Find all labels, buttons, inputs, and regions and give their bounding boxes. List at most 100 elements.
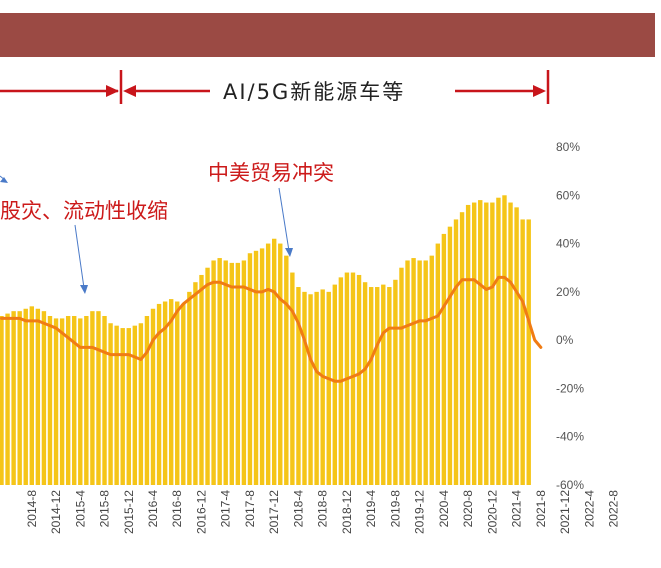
bar (302, 291, 307, 485)
bar (65, 316, 71, 485)
bar (405, 260, 410, 485)
bar (526, 219, 531, 485)
bar (308, 294, 313, 485)
bar (35, 308, 41, 485)
x-tick-label: 2015-12 (122, 490, 136, 534)
bar (253, 250, 259, 485)
bar-series (0, 195, 531, 486)
bar (205, 267, 210, 485)
bar (108, 323, 113, 485)
x-tick-label: 2018-4 (291, 490, 305, 528)
bar (478, 200, 483, 486)
period-arrows: AI/5G新能源车等 (0, 70, 550, 104)
bar (502, 195, 507, 486)
bar (381, 284, 386, 485)
y-tick-label: -20% (556, 381, 584, 395)
x-tick-label: 2021-8 (534, 490, 548, 528)
bar (132, 325, 138, 485)
bar (320, 289, 325, 485)
bar (375, 287, 380, 485)
bar (314, 291, 319, 485)
bar (399, 267, 404, 485)
y-tick-label: 60% (556, 188, 580, 202)
bar (326, 291, 331, 485)
bar (459, 212, 465, 485)
bar (78, 318, 83, 485)
x-tick-label: 2018-12 (340, 490, 354, 534)
bar (144, 316, 150, 485)
bar (350, 272, 356, 485)
bar (120, 328, 125, 485)
x-tick-label: 2019-4 (364, 490, 378, 528)
annotation-stock-crash: 股灾、流动性收缩 (0, 199, 168, 223)
annotation-arrows (0, 175, 293, 294)
bar (265, 243, 271, 485)
arrow-crash-edge-head (0, 177, 8, 183)
bar (96, 311, 101, 485)
x-axis: 2014-8 2014-12 2015-4 2015-8 2015-12 2016-4 20… (25, 490, 621, 534)
bar (229, 262, 234, 485)
bar (423, 260, 428, 485)
bar (41, 311, 47, 485)
bar (150, 308, 156, 485)
y-tick-label: 20% (556, 285, 580, 299)
bar (72, 316, 77, 485)
bar (259, 248, 265, 485)
bar (23, 308, 28, 485)
bar (175, 301, 180, 485)
bar (17, 311, 22, 485)
x-tick-label: 2014-12 (49, 490, 63, 534)
bar (387, 287, 392, 485)
bar (272, 238, 277, 485)
y-tick-label: -60% (556, 478, 584, 492)
x-tick-label: 2021-4 (510, 490, 524, 528)
bar (47, 316, 53, 485)
arrow-liquidity (74, 224, 85, 289)
header-band (0, 13, 655, 57)
bar (393, 279, 398, 485)
bar (181, 303, 186, 485)
bar (514, 207, 519, 486)
bar (11, 311, 16, 485)
arrow-liquidity-head (80, 285, 88, 294)
bar (114, 325, 119, 485)
bar (0, 316, 4, 485)
bar (162, 301, 168, 485)
y-tick-label: -40% (556, 430, 584, 444)
y-tick-label: 80% (556, 140, 580, 154)
arrow-head-end (533, 85, 546, 97)
x-tick-label: 2020-4 (437, 490, 451, 528)
bar (241, 260, 247, 485)
x-tick-label: 2015-4 (73, 490, 87, 528)
y-axis: 80% 60% 40% 20% 0% -20% -40% -60% (556, 140, 584, 492)
bar (235, 262, 241, 485)
arrow-head-left (123, 85, 136, 97)
x-tick-label: 2018-8 (316, 490, 330, 528)
x-tick-label: 2014-8 (25, 490, 39, 528)
bar (484, 202, 489, 485)
bar (156, 303, 162, 485)
x-tick-label: 2020-8 (461, 490, 475, 528)
arrow-trade-war (278, 187, 290, 252)
period-label: AI/5G新能源车等 (223, 80, 405, 104)
x-tick-label: 2016-8 (170, 490, 184, 528)
bar (29, 306, 34, 485)
bar (471, 202, 477, 485)
bar (102, 316, 107, 485)
x-tick-label: 2021-12 (558, 490, 572, 534)
y-tick-label: 0% (556, 333, 574, 347)
bar (496, 197, 501, 485)
bar (447, 226, 453, 486)
bar (193, 282, 198, 485)
x-tick-label: 2019-8 (388, 490, 402, 528)
bar (53, 318, 59, 485)
bar (247, 253, 253, 485)
x-tick-label: 2015-8 (98, 490, 112, 528)
bar (217, 258, 222, 485)
bar (138, 323, 144, 485)
x-tick-label: 2016-4 (146, 490, 160, 528)
bar (368, 287, 374, 485)
bar (332, 284, 337, 485)
bar (411, 258, 416, 485)
bar (168, 299, 174, 485)
